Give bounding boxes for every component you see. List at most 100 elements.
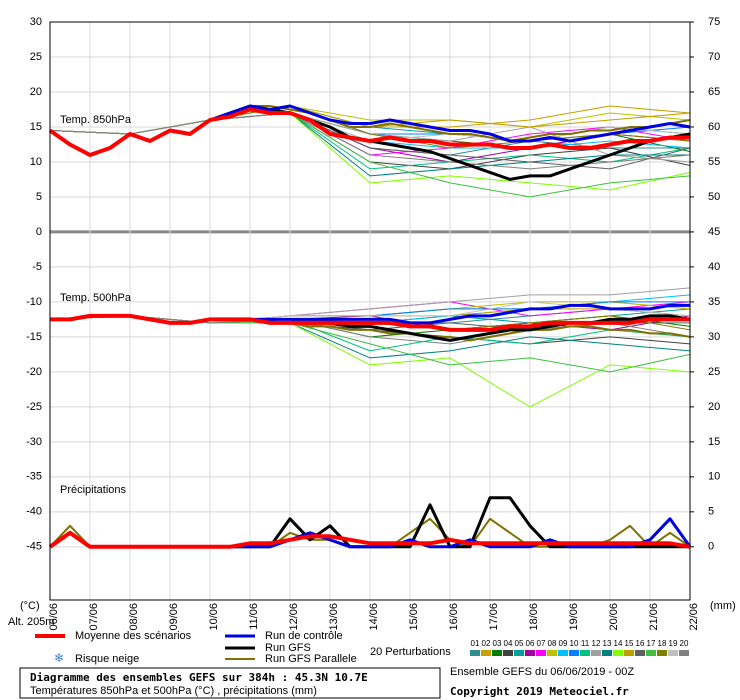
legend-label: 19 [669,639,678,648]
y-tick-label: 15 [30,121,42,133]
data-line [48,107,690,157]
x-tick-label: 18/06 [528,603,540,631]
y-tick-label: -15 [26,331,42,343]
x-tick-label: 08/06 [128,603,140,631]
legend-swatch [558,650,568,656]
x-tick-label: 12/06 [288,603,300,631]
legend-label: 17 [647,639,656,648]
data-line [50,313,690,332]
x-tick-label: 09/06 [168,603,180,631]
x-tick-label: 15/06 [408,603,420,631]
x-tick-label: 21/06 [648,603,660,631]
legend-label: 05 [515,639,524,648]
y-axis-label: (°C) [20,600,40,612]
y2-tick-label: 65 [708,86,720,98]
y-tick-label: -5 [32,261,42,273]
legend-swatch [646,650,656,656]
legend-label: 09 [559,639,568,648]
legend-swatch [668,650,678,656]
legend-label: Run GFS [265,642,311,654]
y2-tick-label: 5 [708,506,714,518]
x-tick-label: 16/06 [448,603,460,631]
y-tick-label: -40 [26,506,42,518]
y2-tick-label: 15 [708,436,720,448]
legend-swatch [679,650,689,656]
y-tick-label: -35 [26,471,42,483]
y-tick-label: 20 [30,86,42,98]
legend-label: 12 [592,639,601,648]
legend-label: 03 [493,639,502,648]
legend-label: 07 [537,639,546,648]
legend-swatch [525,650,535,656]
legend-label: 02 [482,639,491,648]
legend-swatch [470,650,480,656]
data-line [48,530,691,549]
annotation: Temp. 500hPa [60,292,132,304]
legend-label: Run de contrôle [265,630,343,642]
legend-swatch [536,650,546,656]
y2-tick-label: 45 [708,226,720,238]
x-tick-label: 20/06 [608,603,620,631]
legend-label: 08 [548,639,557,648]
legend-label: 14 [614,639,623,648]
x-tick-label: 11/06 [248,603,260,630]
y2-tick-label: 0 [708,541,714,553]
y2-tick-label: 30 [708,331,720,343]
legend-swatch [624,650,634,656]
y-tick-label: 25 [30,51,42,63]
y-tick-label: -25 [26,401,42,413]
legend-label: 20 [680,639,689,648]
legend-swatch [569,650,579,656]
legend-label: 15 [625,639,634,648]
chart-subtitle: Températures 850hPa et 500hPa (°C) , pré… [30,685,317,697]
annotation: Précipitations [60,484,127,496]
x-tick-label: 19/06 [568,603,580,631]
legend-label: 04 [504,639,513,648]
y2-tick-label: 75 [708,16,720,28]
y2-tick-label: 40 [708,261,720,273]
y2-tick-label: 55 [708,156,720,168]
x-tick-label: 06/06 [48,603,60,631]
x-tick-label: 13/06 [328,603,340,631]
legend-swatch [547,650,557,656]
y-tick-label: 5 [36,191,42,203]
y-tick-label: 10 [30,156,42,168]
x-tick-label: 07/06 [88,603,100,631]
legend-swatch [591,650,601,656]
legend-swatch [635,650,645,656]
y-tick-label: 0 [36,226,42,238]
y-tick-label: -20 [26,366,42,378]
snow-label: Risque neige [75,653,139,665]
plot-frame [49,21,691,601]
chart-title: Diagramme des ensembles GEFS sur 384h : … [30,671,368,684]
legend-label: 18 [658,639,667,648]
y2-tick-label: 10 [708,471,720,483]
title-box [19,667,441,699]
legend-label: 16 [636,639,645,648]
y2-tick-label: 60 [708,121,720,133]
x-tick-label: 10/06 [208,603,220,631]
legend-label: Run GFS Parallele [265,653,357,665]
legend-swatch [602,650,612,656]
perturbations-label: 20 Perturbations [370,646,451,658]
x-tick-label: 17/06 [488,603,500,631]
legend-swatch [580,650,590,656]
y2-tick-label: 70 [708,51,720,63]
copyright: Copyright 2019 Meteociel.fr [450,685,629,698]
legend-swatch [481,650,491,656]
legend-label: Moyenne des scénarios [75,630,192,642]
legend-swatch [514,650,524,656]
y-tick-label: 30 [30,16,42,28]
y2-tick-label: 25 [708,366,720,378]
legend-swatch [503,650,513,656]
y2-tick-label: 50 [708,191,720,203]
legend-label: 01 [471,639,480,648]
source: Ensemble GEFS du 06/06/2019 - 00Z [450,666,634,678]
x-tick-label: 22/06 [688,603,700,631]
snow-icon: ❄ [54,651,64,665]
y2-tick-label: 20 [708,401,720,413]
x-tick-label: 14/06 [368,603,380,631]
y-tick-label: -10 [26,296,42,308]
